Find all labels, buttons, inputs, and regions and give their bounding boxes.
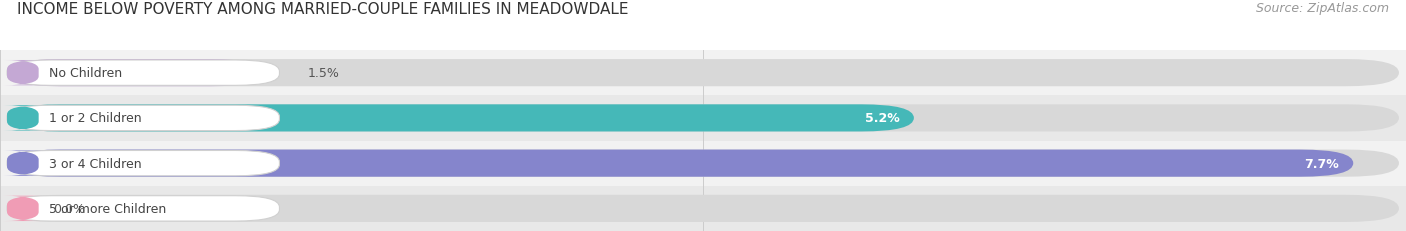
FancyBboxPatch shape bbox=[3, 151, 42, 176]
FancyBboxPatch shape bbox=[7, 60, 1399, 87]
FancyBboxPatch shape bbox=[7, 105, 914, 132]
FancyBboxPatch shape bbox=[7, 195, 1399, 222]
FancyBboxPatch shape bbox=[3, 106, 42, 131]
FancyBboxPatch shape bbox=[7, 150, 1354, 177]
FancyBboxPatch shape bbox=[7, 150, 1399, 177]
Bar bbox=[0, 51, 1406, 96]
FancyBboxPatch shape bbox=[7, 151, 280, 176]
FancyBboxPatch shape bbox=[7, 106, 280, 131]
FancyBboxPatch shape bbox=[7, 196, 280, 221]
Bar bbox=[0, 96, 1406, 141]
Text: 1.5%: 1.5% bbox=[308, 67, 339, 80]
Text: INCOME BELOW POVERTY AMONG MARRIED-COUPLE FAMILIES IN MEADOWDALE: INCOME BELOW POVERTY AMONG MARRIED-COUPL… bbox=[17, 2, 628, 17]
FancyBboxPatch shape bbox=[3, 196, 42, 221]
Text: 1 or 2 Children: 1 or 2 Children bbox=[49, 112, 142, 125]
Text: 0.0%: 0.0% bbox=[53, 202, 84, 215]
FancyBboxPatch shape bbox=[7, 61, 280, 86]
Text: 3 or 4 Children: 3 or 4 Children bbox=[49, 157, 142, 170]
Text: 7.7%: 7.7% bbox=[1305, 157, 1339, 170]
FancyBboxPatch shape bbox=[7, 105, 1399, 132]
Bar bbox=[0, 186, 1406, 231]
FancyBboxPatch shape bbox=[3, 61, 42, 86]
Text: 5 or more Children: 5 or more Children bbox=[49, 202, 166, 215]
Text: Source: ZipAtlas.com: Source: ZipAtlas.com bbox=[1256, 2, 1389, 15]
Text: No Children: No Children bbox=[49, 67, 122, 80]
FancyBboxPatch shape bbox=[7, 60, 264, 87]
Bar bbox=[0, 141, 1406, 186]
Text: 5.2%: 5.2% bbox=[865, 112, 900, 125]
